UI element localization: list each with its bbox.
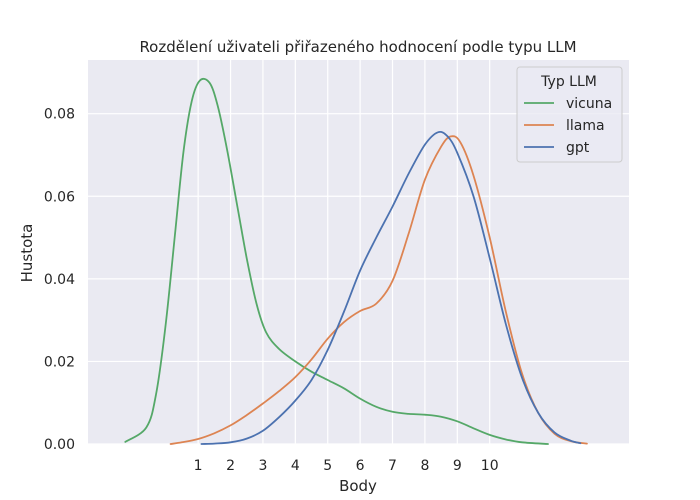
chart-title: Rozdělení uživateli přiřazeného hodnocen… [139, 38, 576, 56]
series-layer [124, 77, 588, 445]
y-tick-label: 0.02 [44, 354, 75, 370]
x-tick-label: 6 [356, 458, 365, 474]
legend-label-vicuna: vicuna [566, 96, 612, 112]
y-tick-label: 0.06 [44, 189, 75, 205]
axis-ticks: 1 2 3 4 5 6 7 8 9 10 0.00 0.02 0.04 0.06 0.08 [44, 107, 499, 474]
x-tick-label: 8 [420, 458, 429, 474]
y-axis-label: Hustota [18, 224, 36, 283]
x-tick-label: 10 [481, 458, 499, 474]
x-tick-label: 7 [388, 458, 397, 474]
legend-items: vicuna llama gpt [524, 96, 612, 156]
x-tick-label: 4 [291, 458, 300, 474]
legend: Typ LLM vicuna llama gpt [516, 66, 623, 163]
y-tick-label: 0.04 [44, 272, 75, 288]
series-line-llama [169, 135, 588, 445]
x-tick-label: 1 [194, 458, 203, 474]
legend-label-gpt: gpt [566, 140, 590, 156]
series-line-gpt [200, 130, 582, 445]
y-tick-label: 0.08 [44, 107, 75, 123]
legend-label-llama: llama [566, 118, 605, 134]
series-line-vicuna [124, 77, 549, 445]
x-tick-label: 9 [453, 458, 462, 474]
legend-box [516, 66, 623, 163]
x-axis-label: Body [339, 477, 377, 495]
legend-title: Typ LLM [540, 74, 597, 90]
y-tick-label: 0.00 [44, 437, 75, 453]
x-tick-label: 5 [323, 458, 332, 474]
x-tick-label: 2 [226, 458, 235, 474]
x-tick-label: 3 [258, 458, 267, 474]
